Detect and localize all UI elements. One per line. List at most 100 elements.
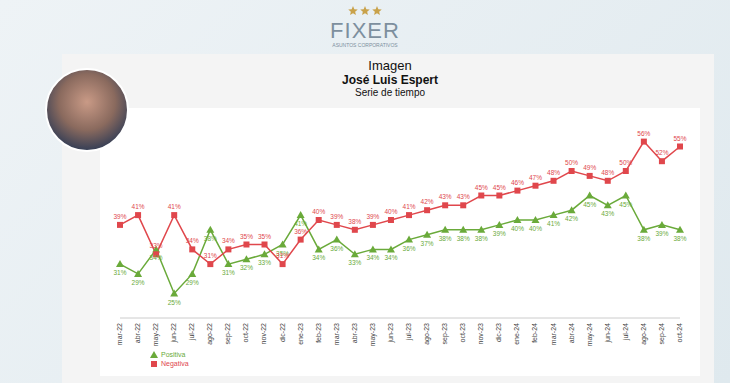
svg-text:mar-23: mar-23 — [333, 323, 340, 345]
svg-text:abr-23: abr-23 — [351, 323, 358, 343]
svg-text:38%: 38% — [348, 218, 361, 225]
svg-text:41%: 41% — [132, 203, 145, 210]
svg-text:40%: 40% — [312, 208, 325, 215]
svg-text:34%: 34% — [222, 237, 235, 244]
svg-text:jun-23: jun-23 — [387, 323, 395, 344]
svg-text:35%: 35% — [240, 233, 253, 240]
svg-text:31%: 31% — [276, 252, 289, 259]
svg-text:41%: 41% — [168, 203, 181, 210]
svg-text:41%: 41% — [403, 203, 416, 210]
svg-text:ago-22: ago-22 — [206, 323, 214, 345]
svg-text:feb-23: feb-23 — [315, 323, 322, 343]
svg-text:36%: 36% — [294, 228, 307, 235]
svg-text:38%: 38% — [637, 235, 650, 242]
svg-text:mar-22: mar-22 — [116, 323, 123, 345]
svg-text:33%: 33% — [348, 259, 361, 266]
svg-text:abr-22: abr-22 — [134, 323, 141, 343]
svg-text:50%: 50% — [619, 159, 632, 166]
svg-text:48%: 48% — [547, 169, 560, 176]
svg-text:48%: 48% — [601, 169, 614, 176]
svg-text:34%: 34% — [366, 254, 379, 261]
svg-text:38%: 38% — [673, 235, 686, 242]
svg-text:40%: 40% — [529, 225, 542, 232]
svg-text:33%: 33% — [258, 259, 271, 266]
svg-text:34%: 34% — [150, 254, 163, 261]
svg-text:45%: 45% — [619, 201, 632, 208]
svg-text:dic-22: dic-22 — [279, 323, 286, 342]
svg-text:36%: 36% — [403, 245, 416, 252]
svg-text:jun-22: jun-22 — [170, 323, 178, 344]
svg-text:abr-24: abr-24 — [568, 323, 575, 343]
svg-text:sep-22: sep-22 — [224, 323, 232, 345]
svg-text:56%: 56% — [637, 130, 650, 137]
svg-text:42%: 42% — [565, 215, 578, 222]
svg-text:may-23: may-23 — [369, 323, 377, 346]
svg-text:40%: 40% — [384, 208, 397, 215]
svg-text:FIXER: FIXER — [330, 18, 400, 43]
svg-text:36%: 36% — [330, 245, 343, 252]
svg-text:may-24: may-24 — [586, 323, 594, 346]
svg-text:43%: 43% — [457, 193, 470, 200]
svg-text:ene-24: ene-24 — [513, 323, 520, 345]
svg-text:45%: 45% — [583, 201, 596, 208]
svg-text:45%: 45% — [493, 184, 506, 191]
svg-text:43%: 43% — [439, 193, 452, 200]
svg-text:ASUNTOS CORPORATIVOS: ASUNTOS CORPORATIVOS — [332, 42, 398, 48]
svg-text:nov-23: nov-23 — [477, 323, 484, 345]
svg-text:43%: 43% — [601, 210, 614, 217]
svg-text:38%: 38% — [204, 235, 217, 242]
svg-text:mar-24: mar-24 — [550, 323, 557, 345]
svg-text:25%: 25% — [168, 299, 181, 306]
svg-text:jul-22: jul-22 — [188, 323, 196, 341]
svg-text:38%: 38% — [475, 235, 488, 242]
html-text:Serie de tiempo: Serie de tiempo — [355, 87, 425, 98]
svg-text:40%: 40% — [511, 225, 524, 232]
svg-text:32%: 32% — [240, 264, 253, 271]
svg-text:34%: 34% — [186, 237, 199, 244]
svg-text:39%: 39% — [655, 230, 668, 237]
svg-text:34%: 34% — [312, 254, 325, 261]
svg-text:ago-23: ago-23 — [423, 323, 431, 345]
svg-text:55%: 55% — [673, 135, 686, 142]
svg-text:oct-24: oct-24 — [676, 323, 683, 343]
svg-text:ago-24: ago-24 — [640, 323, 648, 345]
svg-text:35%: 35% — [258, 233, 271, 240]
html-text:José Luis Espert: José Luis Espert — [342, 73, 438, 87]
svg-text:nov-22: nov-22 — [260, 323, 267, 345]
svg-text:jul-23: jul-23 — [405, 323, 413, 341]
svg-text:29%: 29% — [132, 279, 145, 286]
svg-text:may-22: may-22 — [152, 323, 160, 346]
svg-text:38%: 38% — [457, 235, 470, 242]
svg-text:sep-23: sep-23 — [441, 323, 449, 345]
html-text:Imagen: Imagen — [368, 58, 412, 73]
svg-text:38%: 38% — [439, 235, 452, 242]
svg-text:42%: 42% — [421, 198, 434, 205]
svg-text:45%: 45% — [475, 184, 488, 191]
svg-text:sep-24: sep-24 — [658, 323, 666, 345]
svg-text:39%: 39% — [330, 213, 343, 220]
svg-text:37%: 37% — [421, 240, 434, 247]
svg-text:50%: 50% — [565, 159, 578, 166]
svg-text:46%: 46% — [511, 179, 524, 186]
svg-text:feb-24: feb-24 — [531, 323, 538, 343]
svg-text:39%: 39% — [366, 213, 379, 220]
svg-text:ene-23: ene-23 — [297, 323, 304, 345]
svg-text:49%: 49% — [583, 164, 596, 171]
svg-text:52%: 52% — [655, 149, 668, 156]
svg-text:41%: 41% — [294, 220, 307, 227]
svg-text:39%: 39% — [113, 213, 126, 220]
svg-text:jun-24: jun-24 — [604, 323, 612, 344]
svg-text:47%: 47% — [529, 174, 542, 181]
svg-text:34%: 34% — [384, 254, 397, 261]
svg-text:39%: 39% — [493, 230, 506, 237]
svg-text:31%: 31% — [222, 269, 235, 276]
svg-text:31%: 31% — [113, 269, 126, 276]
svg-text:oct-22: oct-22 — [242, 323, 249, 343]
svg-text:31%: 31% — [204, 252, 217, 259]
svg-text:33%: 33% — [150, 242, 163, 249]
svg-text:dic-23: dic-23 — [495, 323, 502, 342]
svg-text:jul-24: jul-24 — [622, 323, 630, 341]
svg-text:29%: 29% — [186, 279, 199, 286]
svg-text:oct-23: oct-23 — [459, 323, 466, 343]
svg-text:41%: 41% — [547, 220, 560, 227]
